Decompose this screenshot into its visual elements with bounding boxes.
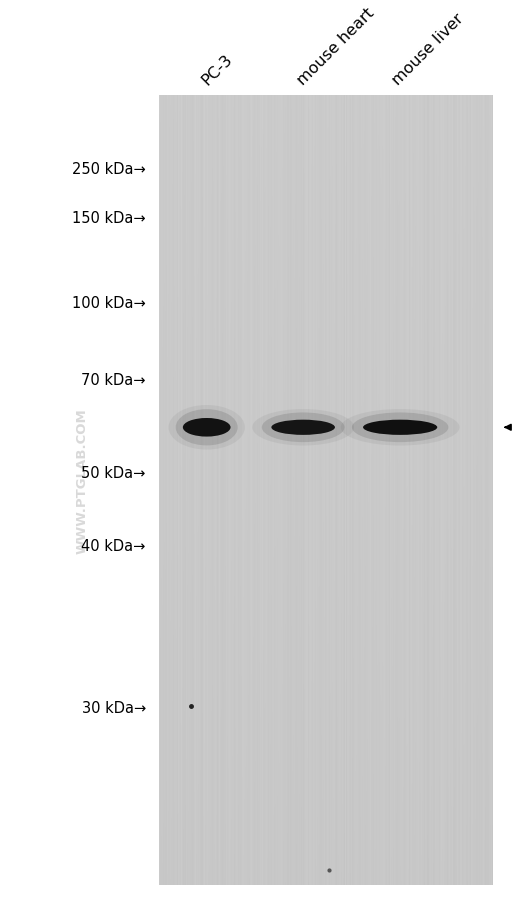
Ellipse shape <box>271 420 335 436</box>
Ellipse shape <box>176 410 237 446</box>
Text: 100 kDa→: 100 kDa→ <box>72 296 146 310</box>
Text: mouse heart: mouse heart <box>294 5 377 87</box>
Text: 30 kDa→: 30 kDa→ <box>82 701 146 715</box>
Ellipse shape <box>183 419 231 437</box>
Text: WWW.PTGLAB.COM: WWW.PTGLAB.COM <box>76 408 89 553</box>
Text: 50 kDa→: 50 kDa→ <box>82 465 146 481</box>
Ellipse shape <box>363 420 437 436</box>
Ellipse shape <box>262 413 344 443</box>
Ellipse shape <box>252 410 354 446</box>
Text: 40 kDa→: 40 kDa→ <box>82 538 146 554</box>
Ellipse shape <box>352 413 448 443</box>
Text: 150 kDa→: 150 kDa→ <box>72 211 146 226</box>
Ellipse shape <box>341 410 460 446</box>
Text: 250 kDa→: 250 kDa→ <box>72 162 146 177</box>
Text: PC-3: PC-3 <box>199 51 235 87</box>
Ellipse shape <box>169 406 245 450</box>
Text: 70 kDa→: 70 kDa→ <box>81 373 146 388</box>
Text: mouse liver: mouse liver <box>390 11 466 87</box>
